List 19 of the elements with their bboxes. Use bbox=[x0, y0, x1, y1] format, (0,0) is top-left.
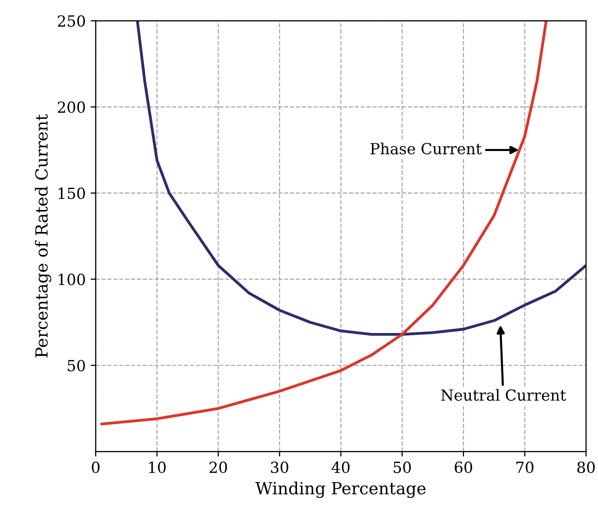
x-tick-label: 0 bbox=[92, 462, 100, 474]
x-tick-label: 40 bbox=[332, 462, 350, 474]
y-tick-label: 150 bbox=[58, 188, 85, 200]
x-tick-label: 10 bbox=[149, 462, 166, 474]
annotation: Phase Current bbox=[370, 142, 482, 154]
x-tick-label: 80 bbox=[577, 462, 595, 474]
annotation: Neutral Current bbox=[441, 389, 566, 401]
x-tick-label: 30 bbox=[271, 462, 288, 474]
y-tick-label: 200 bbox=[58, 101, 85, 113]
x-tick-label: 70 bbox=[516, 462, 534, 474]
x-tick-label: 20 bbox=[210, 462, 227, 474]
y-axis-title: Percentage of Rated Current bbox=[34, 114, 52, 358]
line-series bbox=[136, 20, 586, 336]
x-tick-label: 60 bbox=[454, 462, 472, 474]
y-tick-label: 50 bbox=[68, 360, 85, 372]
y-tick-label: 100 bbox=[58, 274, 85, 286]
y-tick-label: 250 bbox=[58, 15, 85, 27]
x-axis-title: Winding Percentage bbox=[255, 482, 426, 498]
x-tick-label: 50 bbox=[394, 462, 411, 474]
